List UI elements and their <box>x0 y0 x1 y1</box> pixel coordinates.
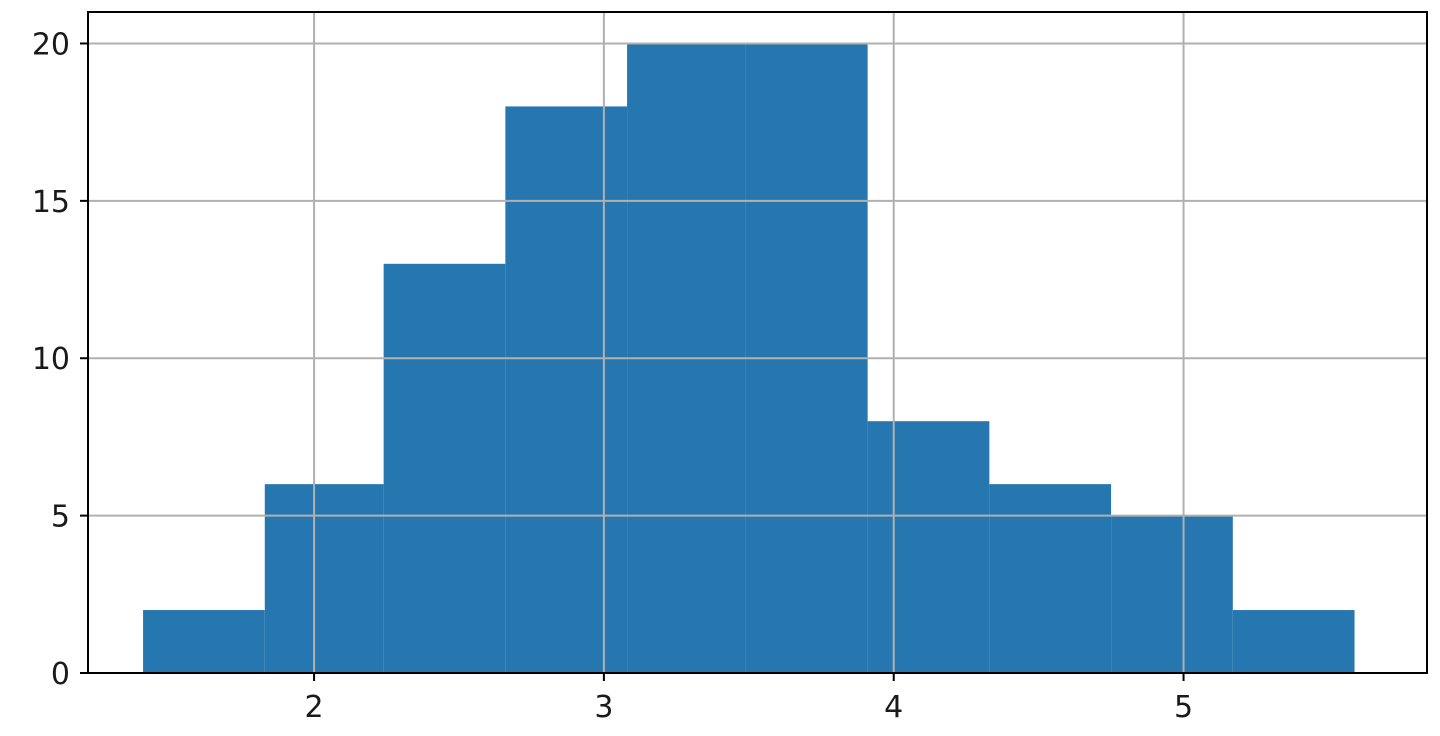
histogram-bar <box>143 610 265 673</box>
x-tick-label: 5 <box>1174 690 1193 725</box>
plot-frame <box>87 11 1428 674</box>
histogram-bar <box>264 484 384 673</box>
y-tick-label: 20 <box>32 27 70 62</box>
grid-layer <box>88 12 1427 673</box>
histogram-bar <box>505 106 628 673</box>
histogram-bar <box>1232 610 1355 673</box>
histogram-bar <box>383 263 506 673</box>
histogram-bar <box>989 484 1112 673</box>
ticks-layer: 2 3 4 5 0 5 10 15 20 <box>32 27 1193 725</box>
x-tick-label: 4 <box>884 690 903 725</box>
y-tick-label: 0 <box>51 657 70 692</box>
y-tick-label: 15 <box>32 185 70 220</box>
x-tick-label: 2 <box>305 690 324 725</box>
histogram-bar <box>867 421 990 673</box>
x-tick-label: 3 <box>594 690 613 725</box>
histogram-bar <box>1111 515 1233 673</box>
y-tick-label: 10 <box>32 342 70 377</box>
y-tick-label: 5 <box>51 500 70 535</box>
